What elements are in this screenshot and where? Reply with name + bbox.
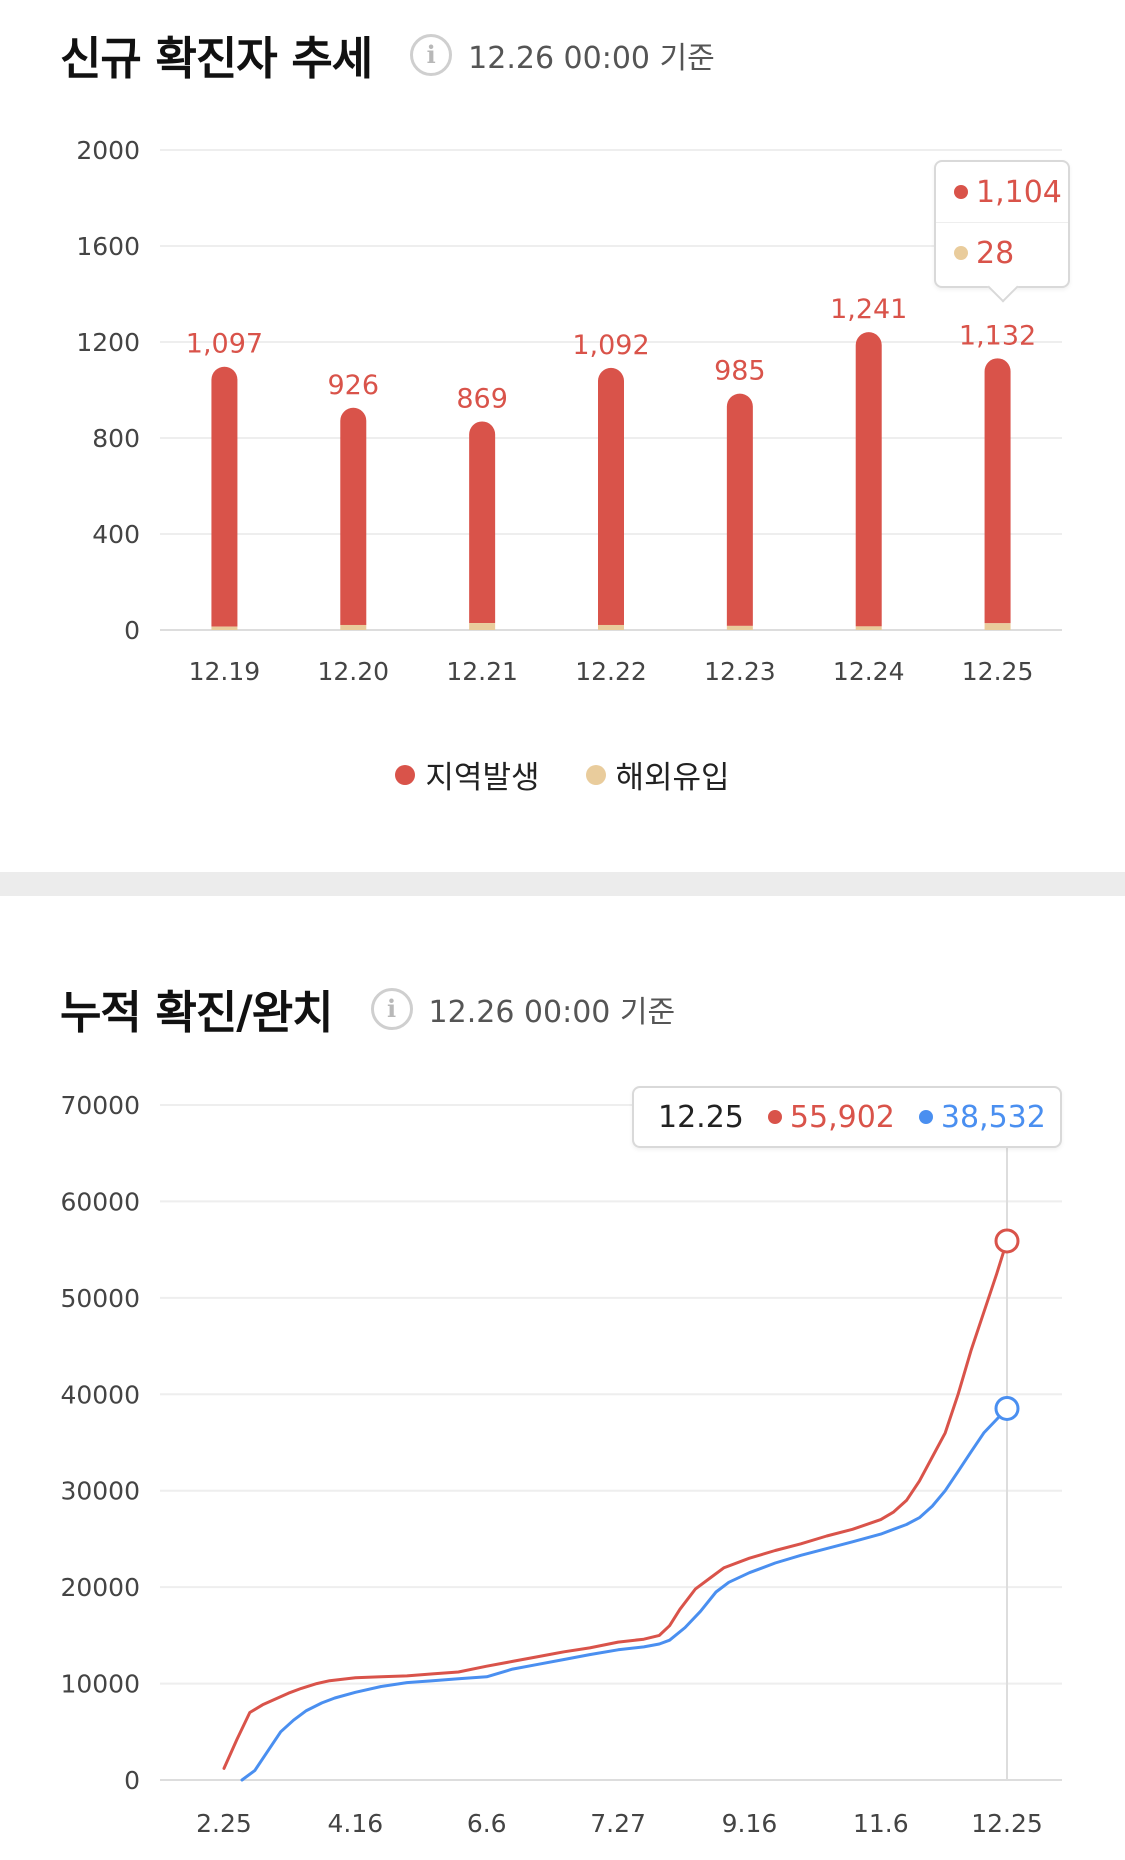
y-tick-label: 20000 — [60, 1573, 140, 1602]
bar-value-label: 869 — [456, 383, 508, 414]
bar-imported — [598, 624, 624, 630]
bar-local — [598, 367, 624, 625]
bar-local — [469, 421, 496, 624]
x-tick-label: 12.21 — [446, 657, 518, 686]
bar-local — [211, 366, 238, 627]
new-cases-header: 신규 확진자 추세 i 12.26 00:00 기준 — [60, 22, 715, 87]
new-cases-title: 신규 확진자 추세 — [60, 32, 373, 85]
recovered-line — [240, 1406, 1009, 1782]
legend-item-imported[interactable]: 해외유입 — [585, 752, 730, 797]
local-dot — [954, 185, 968, 199]
x-tick-label: 7.27 — [590, 1809, 646, 1838]
bar-value-label: 926 — [328, 370, 380, 401]
recovered-highlight-point — [994, 1395, 1020, 1421]
bar-imported — [340, 624, 367, 630]
legend-item-local[interactable]: 지역발생 — [395, 752, 540, 797]
cumulative-title: 누적 확진/완치 — [60, 986, 334, 1039]
tooltip-recovered-value: 38,532 — [940, 1099, 1046, 1135]
y-tick-label: 50000 — [60, 1284, 140, 1313]
y-tick-label: 800 — [92, 424, 140, 453]
bar-local — [855, 332, 882, 627]
y-tick-label: 10000 — [60, 1670, 140, 1699]
y-tick-label: 1200 — [76, 328, 140, 357]
y-tick-label: 40000 — [60, 1380, 140, 1409]
x-tick-label: 12.25 — [971, 1809, 1043, 1838]
info-icon[interactable]: i — [370, 987, 413, 1030]
y-tick-label: 2000 — [76, 136, 140, 165]
bar-imported — [984, 623, 1011, 630]
y-tick-label: 400 — [92, 520, 140, 549]
line-tooltip: 12.25 55,902 38,532 — [632, 1086, 1062, 1148]
bar-value-label: 1,241 — [830, 294, 907, 325]
x-tick-label: 4.16 — [328, 1809, 384, 1838]
x-tick-label: 6.6 — [467, 1809, 507, 1838]
y-tick-label: 1600 — [76, 232, 140, 261]
tooltip-local-value: 1,104 — [976, 174, 1062, 210]
imported-dot — [954, 246, 968, 260]
bar-imported — [211, 626, 238, 630]
bar-value-label: 1,097 — [186, 329, 263, 360]
bar-value-label: 1,132 — [959, 320, 1036, 351]
y-tick-label: 0 — [124, 1766, 140, 1795]
info-icon[interactable]: i — [410, 33, 453, 76]
tooltip-date: 12.25 — [658, 1099, 744, 1135]
cumulative-header: 누적 확진/완치 i 12.26 00:00 기준 — [60, 976, 675, 1041]
confirmed-dot — [767, 1110, 782, 1124]
x-tick-label: 12.22 — [575, 657, 647, 686]
x-tick-label: 12.24 — [833, 657, 905, 686]
y-tick-label: 0 — [124, 616, 140, 645]
bar-local — [340, 407, 367, 625]
new-cases-basis: 12.26 00:00 기준 — [468, 40, 715, 76]
legend-dot-imported — [585, 764, 606, 785]
x-tick-label: 12.19 — [189, 657, 261, 686]
confirmed-line — [222, 1239, 1009, 1770]
x-tick-label: 12.23 — [704, 657, 776, 686]
y-tick-label: 60000 — [60, 1187, 140, 1216]
cumulative-line-chart: 0 10000 20000 30000 40000 50000 60000 70000 2.25… — [60, 1090, 1062, 1838]
x-tick-label: 2.25 — [196, 1809, 252, 1838]
bar-imported — [855, 626, 882, 630]
new-cases-bar-chart: 0 400 800 1200 1600 2000 1,097 12.19 926 12.20 869… — [76, 136, 1062, 686]
x-tick-label: 12.25 — [962, 657, 1034, 686]
new-cases-section: 신규 확진자 추세 i 12.26 00:00 기준 0 400 800 1200 16… — [0, 0, 1125, 872]
bar-imported — [469, 623, 496, 630]
bar-value-label: 1,092 — [572, 330, 649, 361]
bar-tooltip: 1,104 28 — [934, 160, 1070, 303]
bar-local — [984, 358, 1011, 624]
confirmed-highlight-point — [994, 1228, 1020, 1254]
y-tick-label: 30000 — [60, 1477, 140, 1506]
bar-legend: 지역발생 해외유입 — [0, 752, 1125, 797]
legend-dot-local — [395, 764, 416, 785]
tooltip-local-row: 1,104 — [936, 162, 1068, 222]
tooltip-imported-row: 28 — [936, 222, 1068, 283]
legend-label-imported: 해외유입 — [615, 760, 730, 796]
cumulative-section: 누적 확진/완치 i 12.26 00:00 기준 — [0, 896, 1125, 1860]
x-tick-label: 12.20 — [317, 657, 389, 686]
y-tick-label: 70000 — [60, 1091, 140, 1120]
recovered-dot — [918, 1110, 933, 1124]
x-tick-label: 11.6 — [853, 1809, 909, 1838]
tooltip-confirmed-value: 55,902 — [789, 1099, 895, 1135]
bar-imported — [726, 625, 753, 630]
legend-label-local: 지역발생 — [425, 760, 540, 796]
bar-value-label: 985 — [714, 356, 766, 387]
bar-local — [726, 393, 753, 626]
tooltip-imported-value: 28 — [976, 235, 1015, 271]
x-tick-label: 9.16 — [722, 1809, 778, 1838]
section-divider — [0, 872, 1125, 896]
cumulative-basis: 12.26 00:00 기준 — [428, 994, 676, 1030]
